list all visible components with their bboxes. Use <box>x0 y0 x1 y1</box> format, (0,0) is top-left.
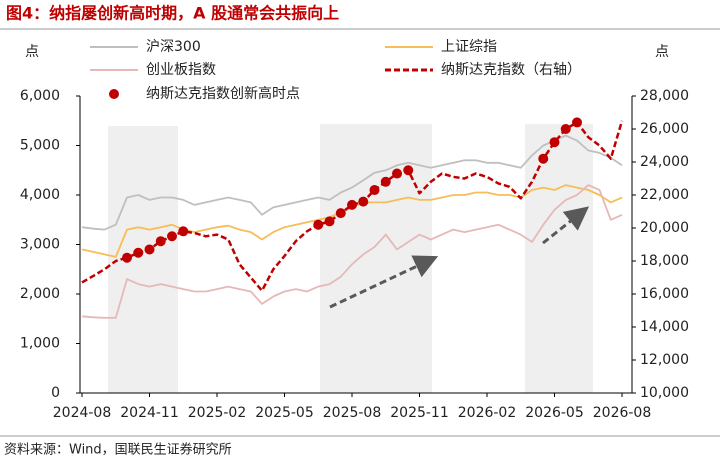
y2-tick-label: 14,000 <box>640 319 689 335</box>
x-tick-label: 2026-08 <box>593 405 652 421</box>
new-high-dot <box>538 153 549 164</box>
new-high-dot <box>335 208 346 219</box>
new-high-dot <box>403 165 414 176</box>
new-high-dot <box>155 236 166 247</box>
x-tick-label: 2026-02 <box>458 405 517 421</box>
new-high-dot <box>560 124 571 134</box>
new-high-dot <box>572 117 582 128</box>
x-tick-label: 2026-05 <box>525 405 584 421</box>
new-high-dot <box>313 219 324 230</box>
y2-tick-label: 20,000 <box>640 220 689 236</box>
x-tick-label: 2024-08 <box>53 405 112 421</box>
y2-tick-label: 22,000 <box>640 187 689 203</box>
legend-label: 创业板指数 <box>146 62 216 78</box>
series-line <box>81 184 623 319</box>
y-tick-label: 0 <box>51 385 60 401</box>
new-high-dot <box>347 199 357 210</box>
y2-tick-label: 18,000 <box>640 253 689 269</box>
y-tick-label: 5,000 <box>20 138 60 154</box>
y-tick-label: 4,000 <box>20 187 60 203</box>
y2-tick-label: 12,000 <box>640 352 689 368</box>
y-tick-label: 1,000 <box>20 336 60 352</box>
highlight-period <box>108 126 178 393</box>
x-tick-label: 2025-02 <box>188 405 247 421</box>
y-tick-label: 3,000 <box>20 237 60 253</box>
new-high-dot <box>122 252 132 263</box>
new-high-dot <box>133 247 144 258</box>
new-high-dot <box>549 137 560 148</box>
trend-arrow <box>542 206 590 245</box>
y2-axis-label: 点 <box>655 44 669 60</box>
new-high-dot <box>144 244 155 255</box>
y-tick-label: 2,000 <box>20 286 60 302</box>
source-note: 资料来源：Wind，国联民生证券研究所 <box>4 442 232 458</box>
y-tick-label: 6,000 <box>20 88 60 104</box>
y2-tick-label: 28,000 <box>640 88 689 104</box>
y2-tick-label: 24,000 <box>640 154 689 170</box>
y2-tick-label: 26,000 <box>640 121 689 137</box>
new-high-dot <box>324 216 335 227</box>
legend-marker <box>109 89 119 99</box>
new-high-dot <box>380 176 391 187</box>
legend-label: 上证综指 <box>441 39 497 55</box>
new-high-dot <box>358 196 369 207</box>
highlight-periods <box>108 124 593 393</box>
new-high-dot <box>369 185 380 196</box>
legend-label: 纳斯达克指数（右轴） <box>441 62 581 78</box>
chart-title: 图4：纳指屡创新高时期，A 股通常会共振向上 <box>6 4 339 23</box>
trend-arrow <box>329 255 439 309</box>
y2-tick-label: 10,000 <box>640 385 689 401</box>
highlight-period <box>525 124 593 393</box>
y2-tick-label: 16,000 <box>640 286 689 302</box>
new-high-dot <box>178 226 189 237</box>
legend-label: 沪深300 <box>146 39 201 55</box>
x-tick-label: 2024-11 <box>120 405 179 421</box>
x-tick-label: 2025-08 <box>323 405 382 421</box>
x-tick-label: 2025-11 <box>390 405 449 421</box>
y-axis-label: 点 <box>25 44 39 60</box>
legend-label: 纳斯达克指数创新高时点 <box>146 85 300 102</box>
new-high-dot <box>167 231 177 242</box>
x-tick-label: 2025-05 <box>255 405 314 421</box>
series-line <box>81 134 623 231</box>
new-high-dot <box>392 168 402 179</box>
